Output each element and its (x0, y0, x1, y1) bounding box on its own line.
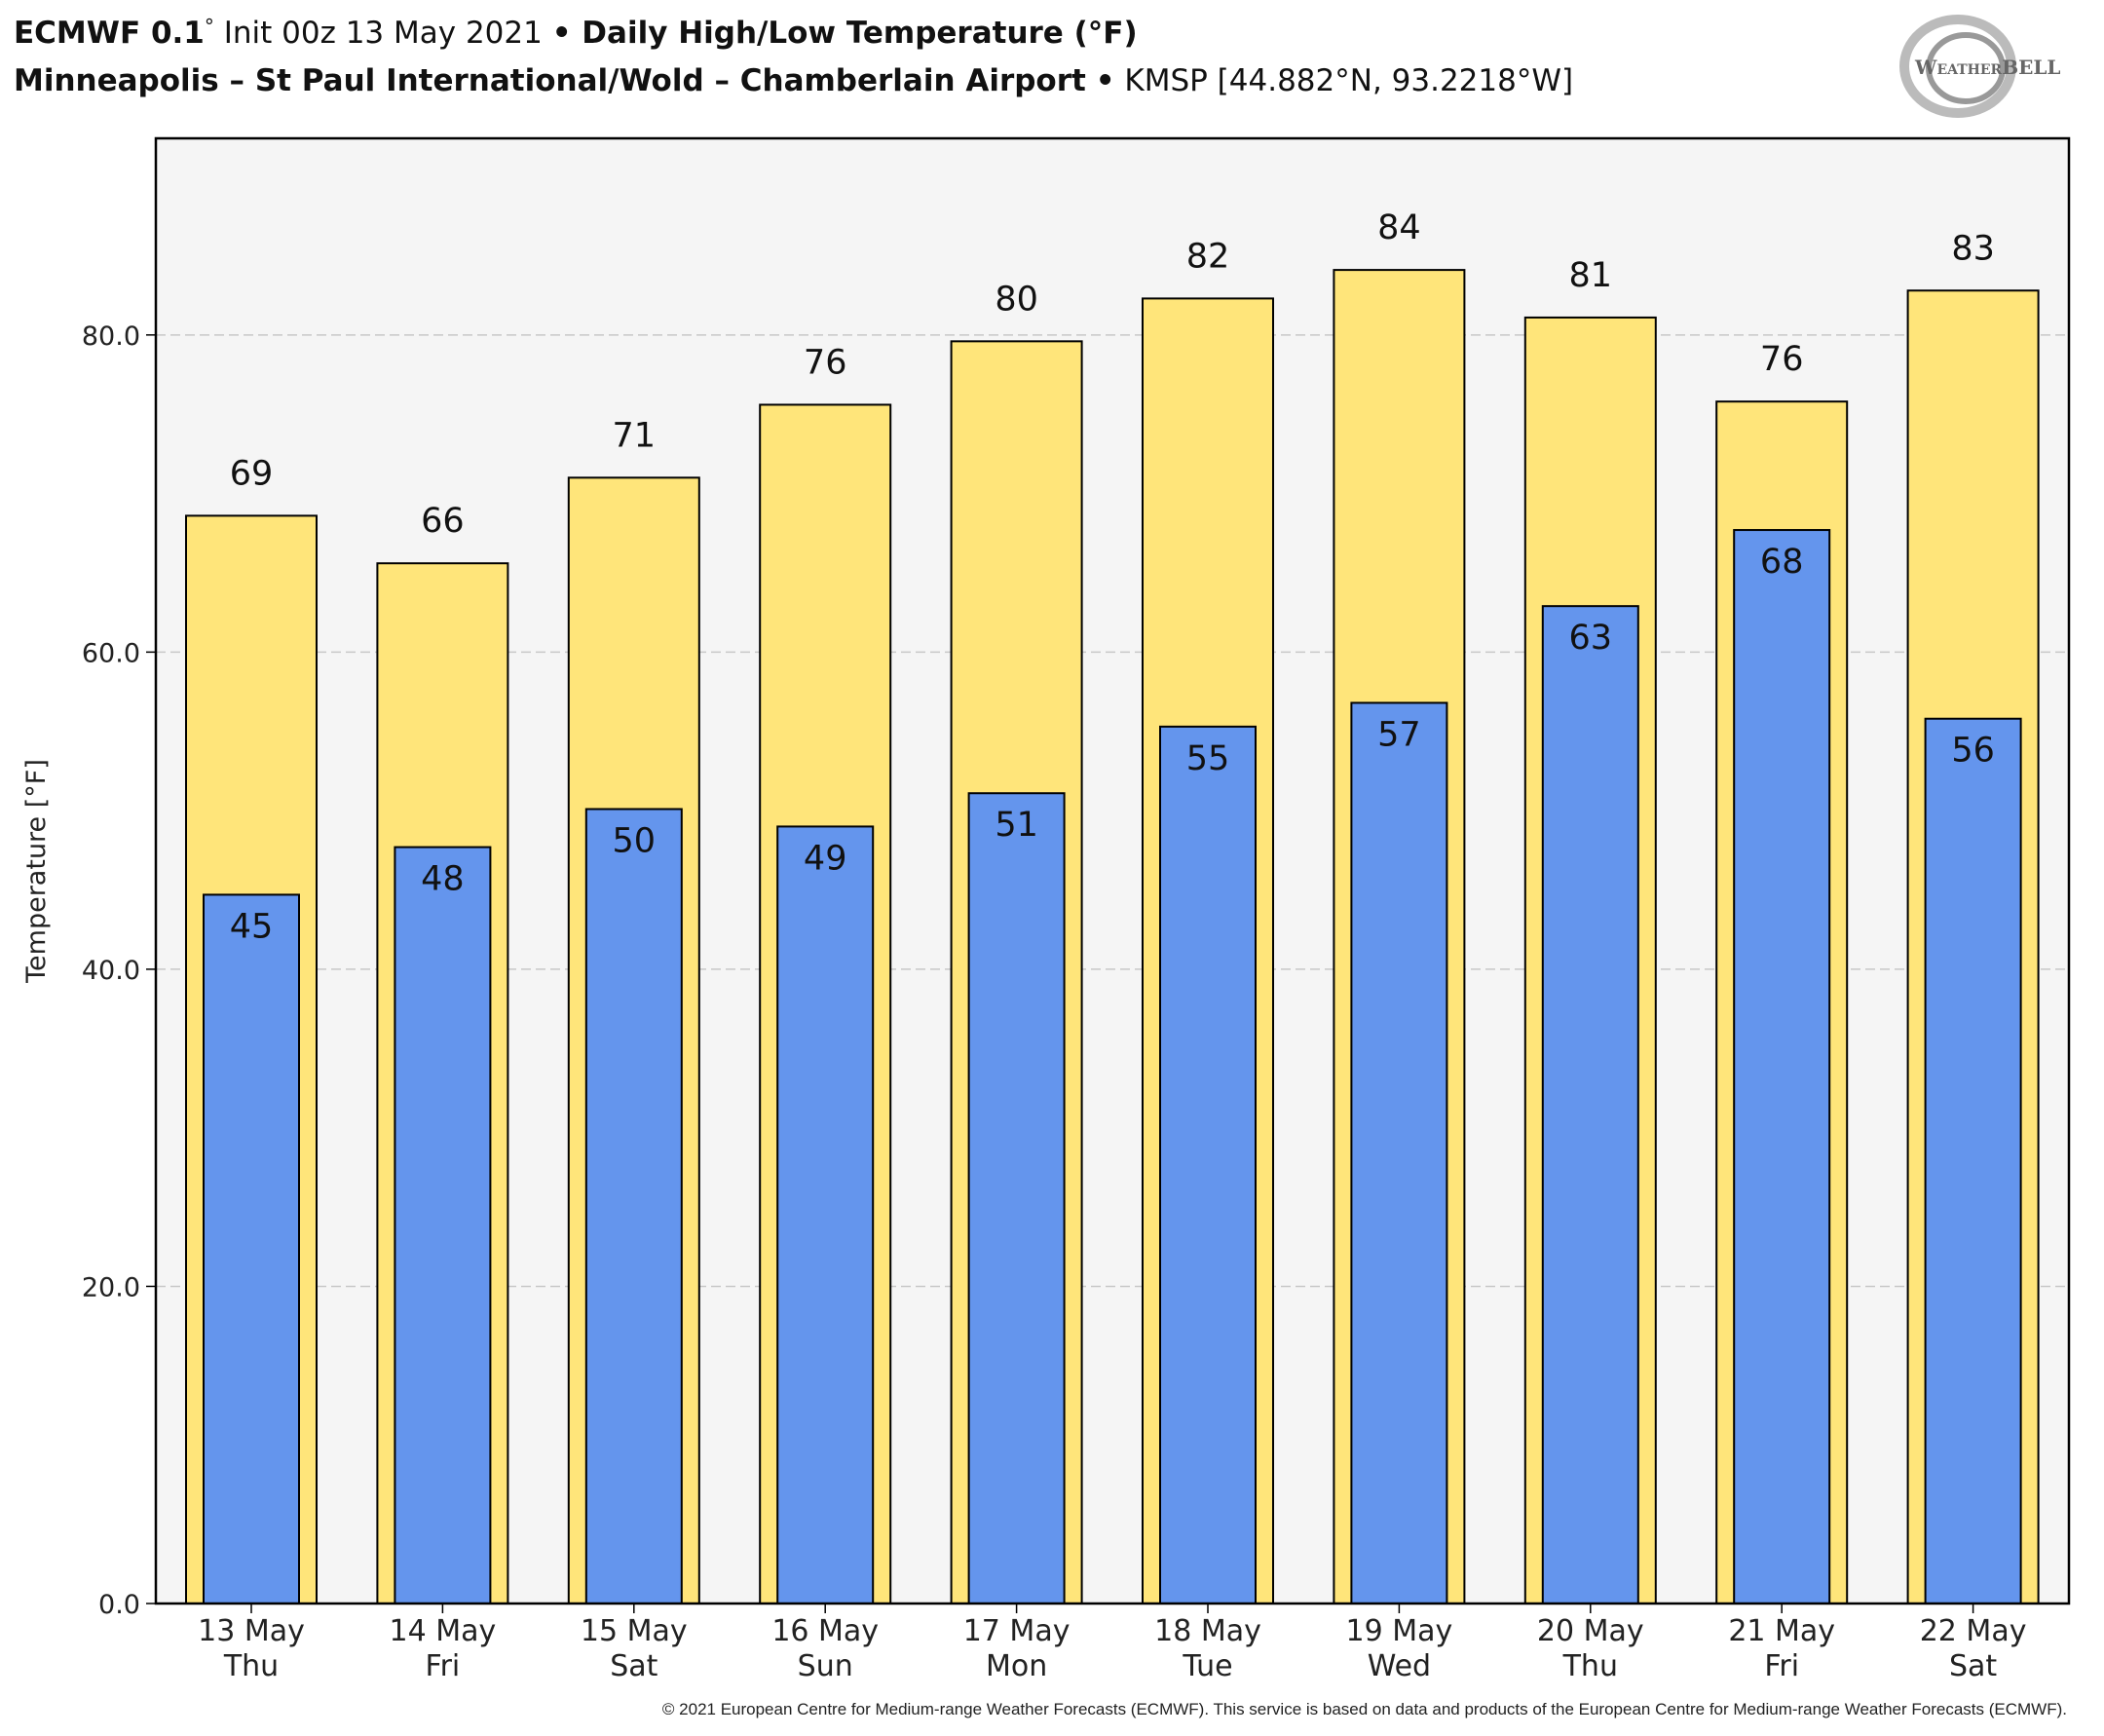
x-tick-label-date: 21 May (1728, 1614, 1835, 1648)
high-label: 69 (230, 454, 274, 493)
high-label: 66 (421, 502, 465, 541)
high-label: 80 (995, 280, 1038, 319)
x-tick-label-date: 18 May (1154, 1614, 1261, 1648)
low-label: 56 (1951, 732, 1995, 771)
low-bar (967, 792, 1066, 1604)
x-tick-label-date: 19 May (1346, 1614, 1453, 1648)
high-label: 84 (1377, 208, 1421, 247)
y-tick-label: 20.0 (82, 1272, 140, 1302)
y-tick-label: 60.0 (82, 638, 140, 668)
svg-text:WEATHERBELL: WEATHERBELL (1914, 56, 2060, 79)
x-tick-label-weekday: Thu (223, 1649, 279, 1683)
x-tick-label-weekday: Sun (798, 1649, 853, 1683)
low-bar (394, 846, 492, 1604)
footer-copyright: © 2021 European Centre for Medium-range … (662, 1700, 2067, 1718)
y-tick-label: 80.0 (82, 321, 140, 352)
low-bar (1159, 725, 1257, 1604)
x-tick-label-date: 14 May (390, 1614, 497, 1648)
high-label: 76 (804, 343, 847, 382)
low-bar (203, 893, 300, 1604)
high-label: 83 (1951, 229, 1995, 268)
x-tick-label-date: 15 May (581, 1614, 688, 1648)
x-tick-label-weekday: Fri (1764, 1649, 1799, 1683)
title-line-1: ECMWF 0.1° Init 00z 13 May 2021 • Daily … (14, 15, 1138, 51)
x-tick-label-weekday: Fri (426, 1649, 461, 1683)
x-tick-label-date: 16 May (771, 1614, 879, 1648)
low-bar (1350, 701, 1448, 1604)
plot-frame (154, 136, 2071, 1605)
x-tick-label-date: 13 May (198, 1614, 305, 1648)
low-bar (1541, 605, 1639, 1604)
low-label: 50 (613, 822, 657, 861)
x-tick-label-date: 17 May (963, 1614, 1071, 1648)
low-bar (776, 825, 875, 1604)
x-tick-label-weekday: Tue (1182, 1649, 1232, 1683)
high-label: 82 (1186, 237, 1230, 276)
weatherbell-logo: WEATHERBELL (1899, 15, 2060, 118)
low-label: 51 (995, 806, 1038, 845)
low-label: 57 (1377, 715, 1421, 754)
low-bar (1733, 529, 1831, 1604)
low-label: 63 (1569, 619, 1613, 658)
x-tick-label-weekday: Mon (986, 1649, 1047, 1683)
x-tick-label-weekday: Thu (1562, 1649, 1618, 1683)
high-label: 71 (613, 416, 657, 455)
low-label: 49 (804, 839, 847, 878)
x-tick-label-date: 22 May (1920, 1614, 2027, 1648)
high-label: 81 (1569, 256, 1613, 295)
y-axis-label: Temperature [°F] (21, 759, 52, 984)
x-tick-label-weekday: Sat (610, 1649, 658, 1683)
low-bar (1924, 717, 2022, 1604)
low-label: 48 (421, 860, 465, 899)
y-tick-label: 0.0 (98, 1590, 140, 1620)
x-tick-label-weekday: Sat (1949, 1649, 1997, 1683)
x-tick-label-date: 20 May (1537, 1614, 1644, 1648)
low-bar (584, 808, 683, 1604)
low-label: 55 (1186, 739, 1230, 778)
title-line-2: Minneapolis – St Paul International/Wold… (14, 63, 1573, 98)
low-label: 68 (1760, 543, 1804, 582)
high-label: 76 (1760, 340, 1804, 379)
x-tick-label-weekday: Wed (1368, 1649, 1431, 1683)
y-tick-label: 40.0 (82, 956, 140, 986)
low-label: 45 (230, 907, 274, 946)
